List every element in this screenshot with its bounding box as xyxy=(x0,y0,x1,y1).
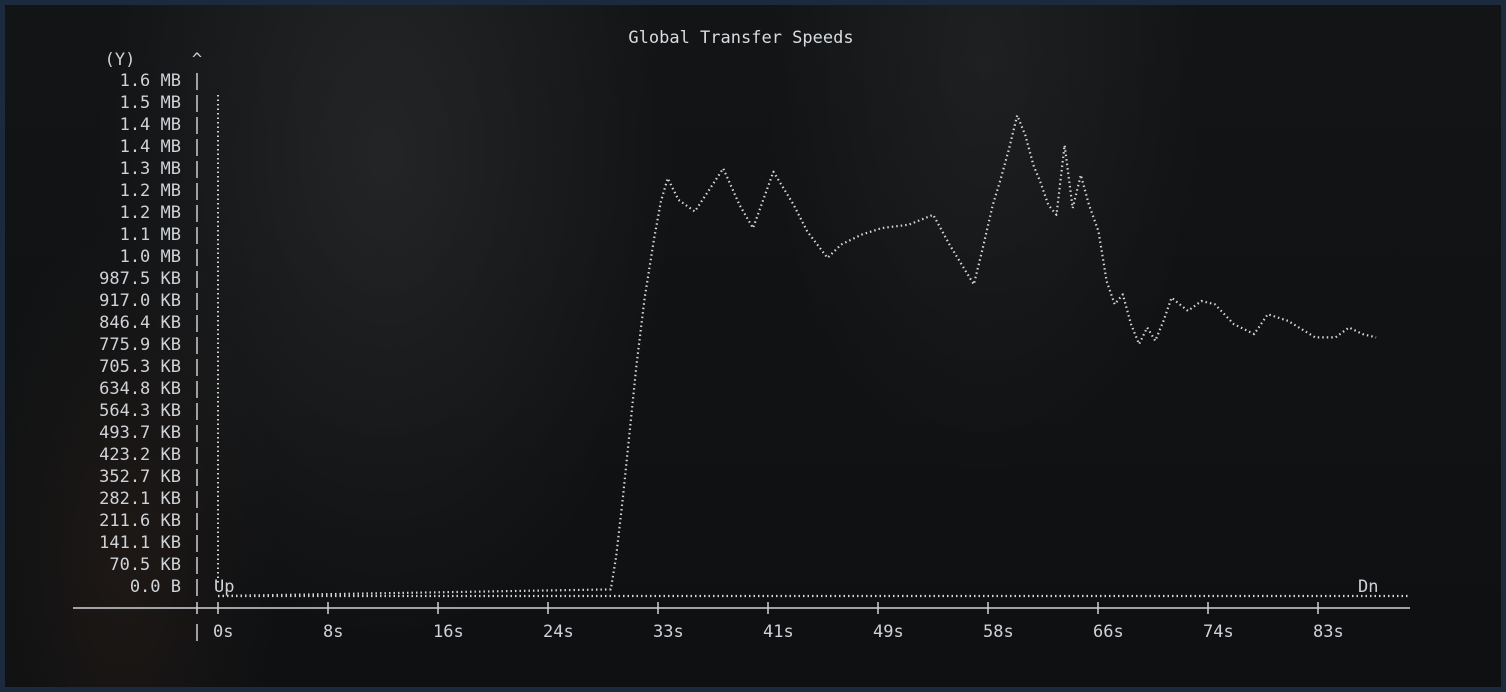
terminal-background xyxy=(5,5,1501,687)
y-axis-bar: | xyxy=(192,555,202,575)
y-tick-label: 987.5 KB xyxy=(99,269,181,289)
y-axis-bar: | xyxy=(192,577,202,597)
y-axis-bar: | xyxy=(192,357,202,377)
y-tick-label: 917.0 KB xyxy=(99,291,181,311)
x-tick-label: 66s xyxy=(1093,622,1124,642)
y-axis-bar: | xyxy=(192,71,202,91)
y-tick-label: 634.8 KB xyxy=(99,379,181,399)
y-axis-bar: | xyxy=(192,291,202,311)
y-axis-bar: | xyxy=(192,181,202,201)
y-tick-label: 493.7 KB xyxy=(99,423,181,443)
y-tick-label: 846.4 KB xyxy=(99,313,181,333)
x-axis-bar: | xyxy=(192,622,202,642)
y-tick-label: 1.6 MB xyxy=(120,71,181,91)
y-axis-arrow: ^ xyxy=(192,50,202,70)
y-tick-label: 211.6 KB xyxy=(99,511,181,531)
y-axis-bar: | xyxy=(192,445,202,465)
y-tick-label: 1.4 MB xyxy=(120,137,181,157)
series-line-dn xyxy=(217,114,1377,598)
y-axis-bar: | xyxy=(192,423,202,443)
transfer-speed-chart: Global Transfer Speeds (Y) ^ 1.6 MB | 1.5 … xyxy=(73,28,1410,642)
x-tick-label: 58s xyxy=(983,622,1014,642)
y-tick-label: 1.1 MB xyxy=(120,225,181,245)
x-tick-label: 0s xyxy=(213,622,233,642)
y-tick-label: 0.0 B xyxy=(130,577,181,597)
y-tick-label: 1.0 MB xyxy=(120,247,181,267)
y-axis-bar: | xyxy=(192,379,202,399)
y-axis-bar: | xyxy=(192,115,202,135)
y-tick-label: 282.1 KB xyxy=(99,489,181,509)
y-axis-bar: | xyxy=(192,335,202,355)
y-tick-label: 1.2 MB xyxy=(120,203,181,223)
y-tick-label: 1.3 MB xyxy=(120,159,181,179)
series-layer: Up Dn xyxy=(214,95,1410,598)
y-axis-bar: | xyxy=(192,137,202,157)
y-tick-label: 141.1 KB xyxy=(99,533,181,553)
x-tick-label: 49s xyxy=(873,622,904,642)
y-tick-label: 1.4 MB xyxy=(120,115,181,135)
x-tick-label: 83s xyxy=(1313,622,1344,642)
x-tick-label: 74s xyxy=(1203,622,1234,642)
y-axis-bar: | xyxy=(192,313,202,333)
y-axis-bar: | xyxy=(192,511,202,531)
x-tick-label: 8s xyxy=(323,622,343,642)
y-axis: 1.6 MB | 1.5 MB | 1.4 MB | 1.4 MB | 1.3 MB | 1.2 M… xyxy=(99,71,202,597)
y-axis-bar: | xyxy=(192,159,202,179)
y-axis-bar: | xyxy=(192,467,202,487)
y-tick-label: 70.5 KB xyxy=(109,555,181,575)
y-axis-bar: | xyxy=(192,401,202,421)
y-axis-label: (Y) xyxy=(105,50,136,70)
x-tick-label: 24s xyxy=(543,622,574,642)
series-label-up: Up xyxy=(214,577,234,597)
y-tick-label: 705.3 KB xyxy=(99,357,181,377)
y-axis-bar: | xyxy=(192,225,202,245)
series-label-dn: Dn xyxy=(1358,577,1378,597)
y-axis-bar: | xyxy=(192,247,202,267)
x-tick-label: 33s xyxy=(653,622,684,642)
chart-title: Global Transfer Speeds xyxy=(628,28,853,48)
y-axis-bar: | xyxy=(192,269,202,289)
y-tick-label: 1.5 MB xyxy=(120,93,181,113)
terminal-window: Global Transfer Speeds (Y) ^ 1.6 MB | 1.5 … xyxy=(5,5,1501,687)
y-tick-label: 775.9 KB xyxy=(99,335,181,355)
y-tick-label: 423.2 KB xyxy=(99,445,181,465)
y-tick-label: 352.7 KB xyxy=(99,467,181,487)
x-tick-label: 16s xyxy=(433,622,464,642)
y-axis-bar: | xyxy=(192,533,202,553)
y-tick-label: 564.3 KB xyxy=(99,401,181,421)
y-axis-bar: | xyxy=(192,489,202,509)
x-axis: | 0s 8s 16s 24s 33s 41s 49s 58s 66s 74s 83s xyxy=(73,602,1410,642)
y-tick-label: 1.2 MB xyxy=(120,181,181,201)
x-tick-label: 41s xyxy=(763,622,794,642)
y-axis-bar: | xyxy=(192,93,202,113)
y-axis-bar: | xyxy=(192,203,202,223)
